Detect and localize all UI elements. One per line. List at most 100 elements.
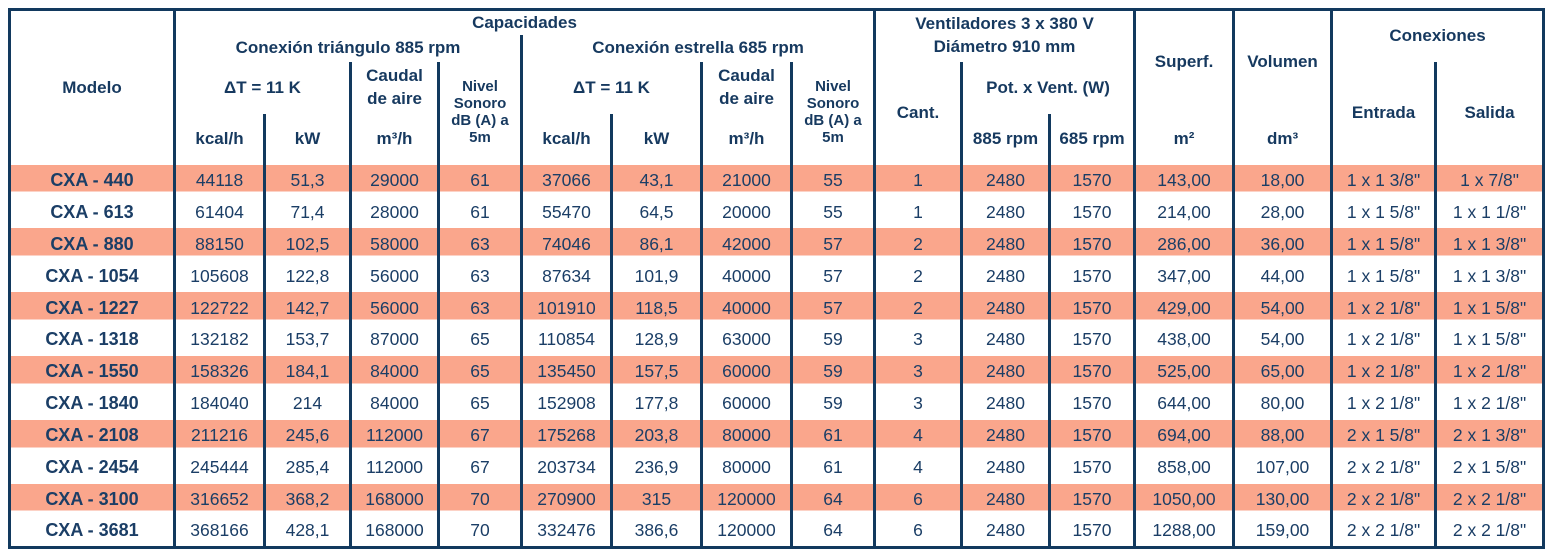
cell-tri-kw: 214 (263, 387, 352, 420)
cell-tri-caudal: 168000 (349, 515, 440, 548)
unit-header-m3h-estrella: m³/h (700, 113, 793, 165)
header-row-2: Conexión triángulo 885 rpm Conexión estr… (10, 34, 1544, 62)
cell-est-kcal: 55470 (520, 196, 613, 229)
cell-est-kcal: 110854 (520, 324, 613, 356)
cell-tri-caudal: 56000 (349, 292, 440, 325)
cell-tri-nivel: 67 (437, 419, 523, 452)
cell-entrada: 2 x 2 1/8" (1330, 515, 1438, 548)
cell-est-kcal: 87634 (520, 260, 613, 293)
header-delta-t-triangulo: ΔT = 11 K (173, 61, 352, 114)
cell-est-kcal: 101910 (520, 292, 613, 325)
cell-entrada: 1 x 2 1/8" (1330, 387, 1438, 420)
cell-model: CXA - 1550 (8, 355, 176, 388)
cell-tri-kw: 51,3 (263, 164, 352, 197)
table-row: CXA - 1054 105608 122,8 56000 63 87634 101,9 40… (8, 260, 1546, 293)
header-row-3: ΔT = 11 K Caudal de aire Nivel Sonoro dB… (10, 61, 1546, 165)
cell-cant: 6 (873, 483, 964, 516)
cell-est-caudal: 21000 (700, 164, 793, 197)
cell-est-kcal: 175268 (520, 419, 613, 452)
cell-model: CXA - 2108 (8, 419, 176, 452)
table-body: CXA - 440 44118 51,3 29000 61 37066 43,1 21000 5… (8, 164, 1546, 548)
col-header-volumen: Volumen dm³ (1232, 9, 1334, 165)
unit-header-m3h-triangulo: m³/h (349, 113, 440, 165)
cell-est-nivel: 59 (789, 387, 877, 420)
table-row: CXA - 1840 184040 214 84000 65 152908 177,8 600… (8, 387, 1546, 420)
table-row: CXA - 2108 211216 245,6 112000 67 175268 203,8… (8, 419, 1546, 452)
cell-tri-kcal: 105608 (173, 260, 266, 293)
cell-superf: 214,00 (1133, 196, 1236, 229)
cell-superf: 347,00 (1133, 260, 1236, 293)
cell-tri-caudal: 29000 (349, 164, 440, 197)
header-potencia-ventilador: Pot. x Vent. (W) (960, 61, 1137, 114)
unit-header-kcal-estrella: kcal/h (520, 113, 613, 165)
nivel-line-2: Sonoro (806, 95, 860, 113)
cell-salida: 1 x 1 3/8" (1434, 228, 1546, 261)
caudal-line-2: de aire (367, 88, 422, 108)
cell-model: CXA - 440 (8, 164, 176, 197)
cell-tri-kcal: 88150 (173, 228, 266, 261)
nivel-line-2: Sonoro (453, 95, 507, 113)
cell-volumen: 80,00 (1232, 387, 1334, 420)
cell-entrada: 1 x 1 5/8" (1330, 228, 1438, 261)
cell-est-kw: 315 (610, 483, 703, 516)
header-caudal-estrella: Caudal de aire (700, 61, 793, 114)
header-row-4: kcal/h kW m³/h kcal/h kW m³/h 885 rpm 68… (10, 113, 1544, 165)
cell-cant: 2 (873, 228, 964, 261)
cell-volumen: 130,00 (1232, 483, 1334, 516)
cell-tri-kcal: 368166 (173, 515, 266, 548)
cell-tri-nivel: 63 (437, 260, 523, 293)
cell-tri-kcal: 184040 (173, 387, 266, 420)
nivel-line-4: 5m (822, 128, 844, 146)
cell-est-kw: 101,9 (610, 260, 703, 293)
ventiladores-line-1: Ventiladores 3 x 380 V (915, 14, 1094, 34)
cell-tri-kcal: 122722 (173, 292, 266, 325)
cell-est-kw: 177,8 (610, 387, 703, 420)
cell-tri-kcal: 61404 (173, 196, 266, 229)
cell-est-nivel: 61 (789, 419, 877, 452)
cell-pot-885: 2480 (960, 515, 1052, 548)
cell-est-nivel: 57 (789, 292, 877, 325)
cell-est-kw: 64,5 (610, 196, 703, 229)
cell-model: CXA - 1054 (8, 260, 176, 293)
group-header-estrella: Conexión estrella 685 rpm (519, 34, 877, 62)
cell-est-caudal: 20000 (700, 196, 793, 229)
cell-superf: 438,00 (1133, 324, 1236, 356)
cell-entrada: 1 x 1 3/8" (1330, 164, 1438, 197)
cell-tri-kcal: 132182 (173, 324, 266, 356)
spec-table: Modelo Capacidades Ventiladores 3 x 380 … (8, 8, 1546, 549)
cell-est-caudal: 80000 (700, 419, 793, 452)
cell-pot-885: 2480 (960, 228, 1052, 261)
cell-est-kcal: 37066 (520, 164, 613, 197)
group-header-triangulo: Conexión triángulo 885 rpm (173, 34, 523, 62)
cell-cant: 4 (873, 419, 964, 452)
cell-tri-kw: 285,4 (263, 451, 352, 484)
col-header-superficie: Superf. m² (1133, 9, 1236, 165)
cell-est-caudal: 120000 (700, 515, 793, 548)
table-row: CXA - 1227 122722 142,7 56000 63 101910 118,5 4… (8, 292, 1546, 325)
header-nivel-estrella: Nivel Sonoro dB (A) a 5m (789, 61, 877, 165)
cell-model: CXA - 880 (8, 228, 176, 261)
nivel-line-4: 5m (469, 128, 491, 146)
cell-salida: 2 x 2 1/8" (1434, 483, 1546, 516)
cell-pot-685: 1570 (1048, 515, 1137, 548)
table-row: CXA - 1318 132182 153,7 87000 65 110854 128,9 6… (8, 324, 1546, 356)
cell-volumen: 107,00 (1232, 451, 1334, 484)
cell-entrada: 1 x 2 1/8" (1330, 355, 1438, 388)
cell-pot-685: 1570 (1048, 164, 1137, 197)
cell-tri-nivel: 67 (437, 451, 523, 484)
cell-superf: 1050,00 (1133, 483, 1236, 516)
cell-superf: 858,00 (1133, 451, 1236, 484)
cell-entrada: 1 x 2 1/8" (1330, 324, 1438, 356)
cell-pot-685: 1570 (1048, 451, 1137, 484)
nivel-line-1: Nivel (815, 78, 851, 96)
cell-pot-685: 1570 (1048, 228, 1137, 261)
group-header-conexiones: Conexiones (1330, 9, 1546, 62)
nivel-line-3: dB (A) a (451, 112, 509, 129)
cell-est-caudal: 80000 (700, 451, 793, 484)
table-row: CXA - 3100 316652 368,2 168000 70 270900 315 12… (8, 483, 1546, 516)
cell-tri-kcal: 316652 (173, 483, 266, 516)
cell-est-kw: 386,6 (610, 515, 703, 548)
cell-tri-kw: 153,7 (263, 324, 352, 356)
cell-est-nivel: 64 (789, 483, 877, 516)
cell-est-caudal: 120000 (700, 483, 793, 516)
